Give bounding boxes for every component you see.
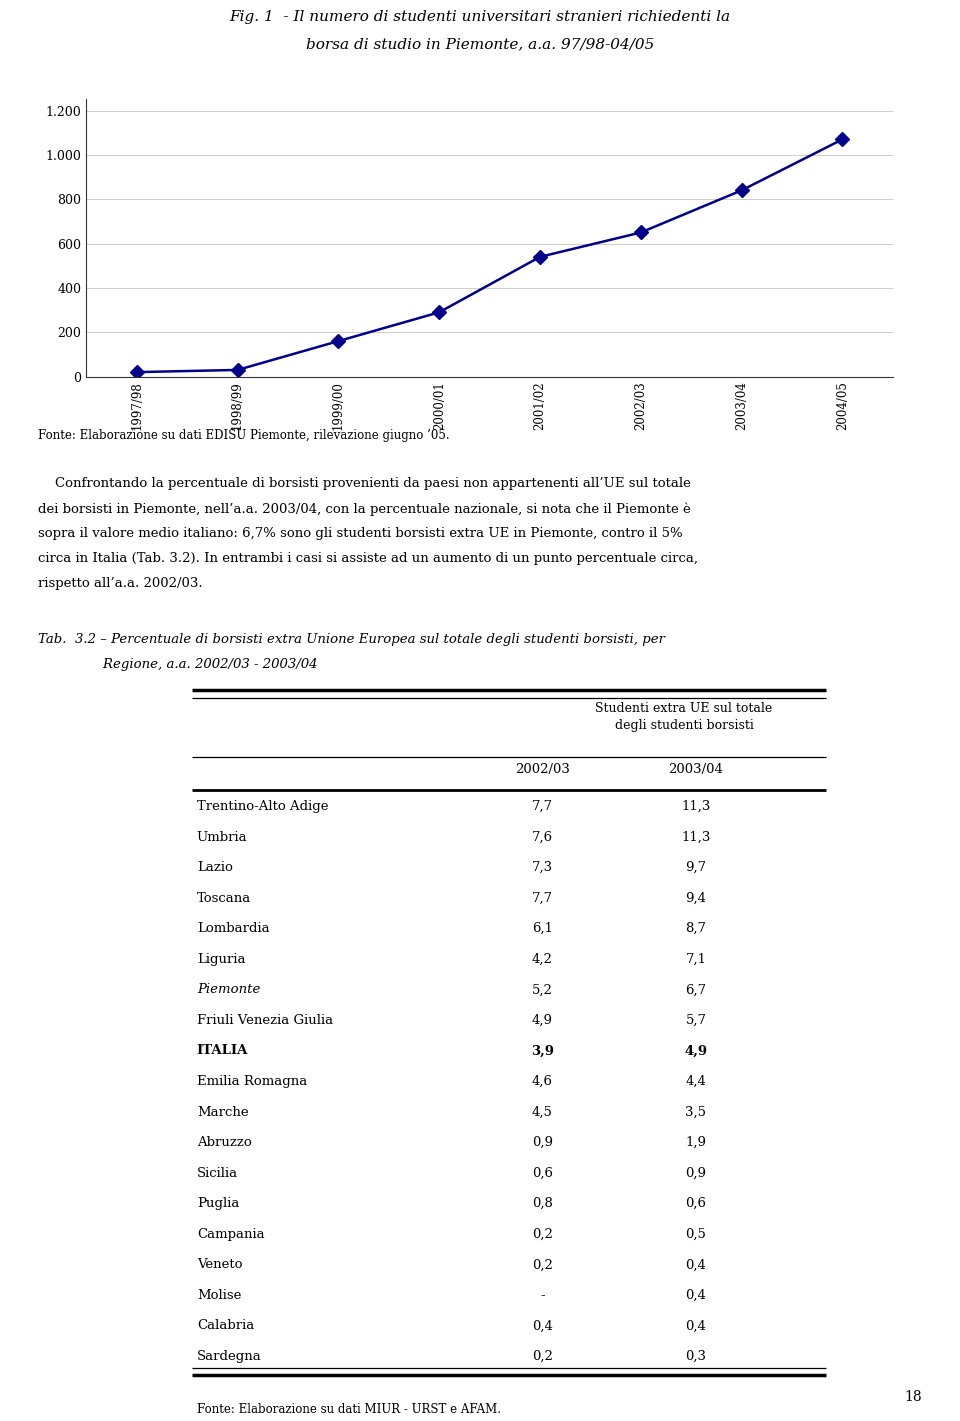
Text: 4,5: 4,5 [532, 1106, 553, 1118]
Text: Trentino-Alto Adige: Trentino-Alto Adige [197, 800, 328, 813]
Text: 9,7: 9,7 [685, 861, 707, 874]
Text: 0,6: 0,6 [685, 1196, 707, 1211]
Text: 0,8: 0,8 [532, 1196, 553, 1211]
Text: 5,7: 5,7 [685, 1015, 707, 1027]
Text: -: - [540, 1289, 544, 1302]
Text: 4,2: 4,2 [532, 952, 553, 966]
Text: Fig. 1  - Il numero di studenti universitari stranieri richiedenti la: Fig. 1 - Il numero di studenti universit… [229, 10, 731, 24]
Text: 8,7: 8,7 [685, 922, 707, 935]
Text: Calabria: Calabria [197, 1319, 254, 1333]
Text: Regione, a.a. 2002/03 - 2003/04: Regione, a.a. 2002/03 - 2003/04 [86, 658, 318, 671]
Text: Sardegna: Sardegna [197, 1350, 261, 1363]
Text: 7,6: 7,6 [532, 830, 553, 844]
Text: 11,3: 11,3 [682, 800, 710, 813]
Text: 1,9: 1,9 [685, 1137, 707, 1150]
Text: 0,6: 0,6 [532, 1167, 553, 1179]
Text: 7,1: 7,1 [685, 952, 707, 966]
Text: Piemonte: Piemonte [197, 983, 260, 996]
Text: 0,9: 0,9 [685, 1167, 707, 1179]
Text: Liguria: Liguria [197, 952, 246, 966]
Text: 3,9: 3,9 [531, 1044, 554, 1057]
Text: 4,9: 4,9 [532, 1015, 553, 1027]
Text: 4,4: 4,4 [685, 1074, 707, 1088]
Text: Puglia: Puglia [197, 1196, 239, 1211]
Text: Studenti extra UE sul totale
degli studenti borsisti: Studenti extra UE sul totale degli stude… [595, 702, 773, 732]
Text: 0,2: 0,2 [532, 1259, 553, 1272]
Text: Fonte: Elaborazione su dati MIUR - URST e AFAM.: Fonte: Elaborazione su dati MIUR - URST … [197, 1403, 501, 1417]
Text: 0,5: 0,5 [685, 1228, 707, 1241]
Text: 7,7: 7,7 [532, 800, 553, 813]
Text: 2002/03: 2002/03 [515, 763, 570, 776]
Text: Veneto: Veneto [197, 1259, 242, 1272]
Text: Sicilia: Sicilia [197, 1167, 238, 1179]
Text: sopra il valore medio italiano: 6,7% sono gli studenti borsisti extra UE in Piem: sopra il valore medio italiano: 6,7% son… [38, 527, 683, 540]
Text: 0,4: 0,4 [685, 1289, 707, 1302]
Text: 11,3: 11,3 [682, 830, 710, 844]
Text: Lombardia: Lombardia [197, 922, 270, 935]
Text: Fonte: Elaborazione su dati EDISU Piemonte, rilevazione giugno ’05.: Fonte: Elaborazione su dati EDISU Piemon… [38, 429, 450, 442]
Text: 5,2: 5,2 [532, 983, 553, 996]
Text: 0,4: 0,4 [685, 1259, 707, 1272]
Text: 6,7: 6,7 [685, 983, 707, 996]
Text: Tab.  3.2 – Percentuale di borsisti extra Unione Europea sul totale degli studen: Tab. 3.2 – Percentuale di borsisti extra… [38, 634, 665, 647]
Text: rispetto all’a.a. 2002/03.: rispetto all’a.a. 2002/03. [38, 577, 203, 590]
Text: Campania: Campania [197, 1228, 264, 1241]
Text: Emilia Romagna: Emilia Romagna [197, 1074, 307, 1088]
Text: 0,4: 0,4 [532, 1319, 553, 1333]
Text: Molise: Molise [197, 1289, 241, 1302]
Text: 9,4: 9,4 [685, 892, 707, 905]
Text: 2003/04: 2003/04 [668, 763, 724, 776]
Text: ITALIA: ITALIA [197, 1044, 249, 1057]
Text: 0,4: 0,4 [685, 1319, 707, 1333]
Text: 0,3: 0,3 [685, 1350, 707, 1363]
Text: 4,6: 4,6 [532, 1074, 553, 1088]
Text: Toscana: Toscana [197, 892, 252, 905]
Text: dei borsisti in Piemonte, nell’a.a. 2003/04, con la percentuale nazionale, si no: dei borsisti in Piemonte, nell’a.a. 2003… [38, 502, 691, 516]
Text: 0,9: 0,9 [532, 1137, 553, 1150]
Text: Abruzzo: Abruzzo [197, 1137, 252, 1150]
Text: borsa di studio in Piemonte, a.a. 97/98-04/05: borsa di studio in Piemonte, a.a. 97/98-… [306, 37, 654, 51]
Text: circa in Italia (Tab. 3.2). In entrambi i casi si assiste ad un aumento di un pu: circa in Italia (Tab. 3.2). In entrambi … [38, 551, 698, 566]
Text: 3,5: 3,5 [685, 1106, 707, 1118]
Text: 7,3: 7,3 [532, 861, 553, 874]
Text: 0,2: 0,2 [532, 1350, 553, 1363]
Text: Marche: Marche [197, 1106, 249, 1118]
Text: 7,7: 7,7 [532, 892, 553, 905]
Text: Umbria: Umbria [197, 830, 248, 844]
Text: Friuli Venezia Giulia: Friuli Venezia Giulia [197, 1015, 333, 1027]
Text: Lazio: Lazio [197, 861, 232, 874]
Text: 4,9: 4,9 [684, 1044, 708, 1057]
Text: 6,1: 6,1 [532, 922, 553, 935]
Text: 18: 18 [904, 1390, 922, 1404]
Text: Confrontando la percentuale di borsisti provenienti da paesi non appartenenti al: Confrontando la percentuale di borsisti … [38, 477, 691, 490]
Text: 0,2: 0,2 [532, 1228, 553, 1241]
